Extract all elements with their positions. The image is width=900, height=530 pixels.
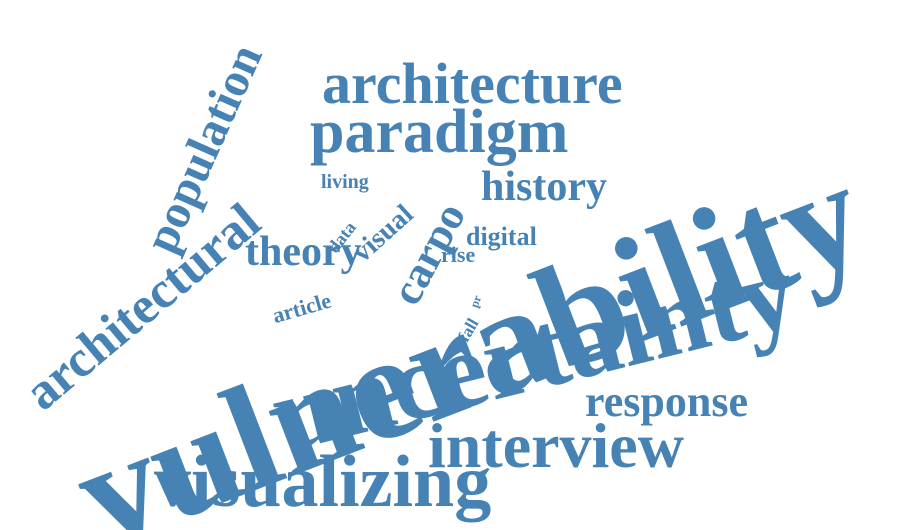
word-visualizing: visualizing: [154, 441, 492, 523]
word-response: response: [585, 377, 748, 426]
word-theory: theory: [245, 229, 362, 275]
word-history: history: [481, 164, 607, 210]
word-rise: rise: [441, 242, 476, 267]
word-architecture: architecture: [322, 51, 623, 116]
word-paradigm: paradigm: [310, 98, 569, 166]
word-living: living: [321, 171, 369, 193]
word-digital: digital: [466, 222, 537, 251]
word-interview: interview: [428, 410, 684, 481]
